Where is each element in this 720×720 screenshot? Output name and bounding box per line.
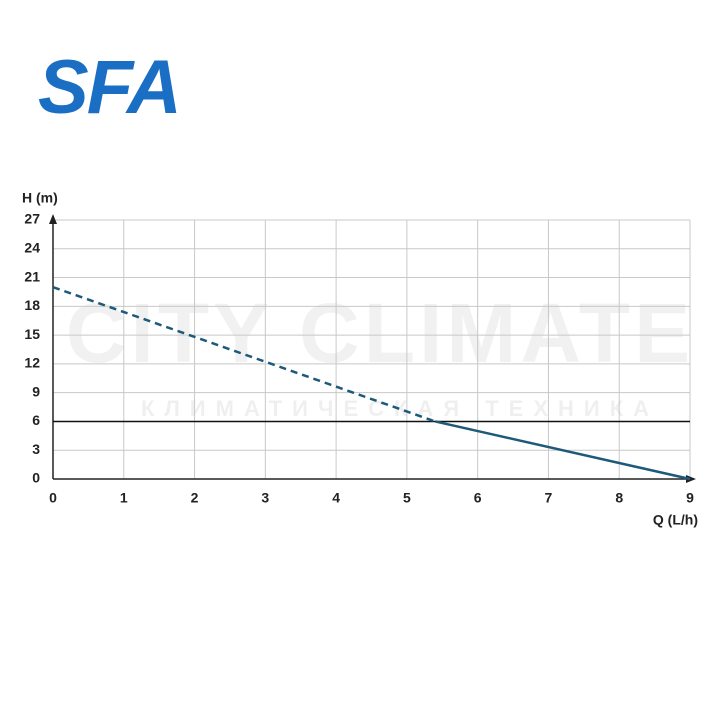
x-axis-arrow [686,475,696,483]
line [434,420,691,481]
watermark: CITY CLIMATE [66,286,694,380]
y-tick-label: 12 [24,355,40,371]
logo: SFA [38,45,180,130]
x-tick-label: 6 [474,490,482,506]
x-axis-label: Q (L/h) [653,512,698,528]
x-tick-label: 9 [686,490,694,506]
y-tick-label: 24 [24,239,40,255]
y-tick-label: 27 [24,211,40,227]
watermark-sub: КЛИМАТИЧЕСКАЯ ТЕХНИКА [141,396,659,421]
x-tick-label: 7 [545,490,553,506]
y-tick-label: 3 [32,441,40,457]
x-tick-label: 0 [49,490,57,506]
x-tick-label: 4 [332,490,340,506]
y-tick-label: 9 [32,383,40,399]
y-tick-label: 21 [24,268,40,284]
x-tick-label: 8 [615,490,623,506]
y-tick-label: 0 [32,470,40,486]
x-tick-label: 2 [191,490,199,506]
line [52,285,436,423]
y-axis-arrow [49,214,57,224]
y-tick-label: 15 [24,326,40,342]
y-axis-label: H (m) [22,190,58,206]
y-tick-label: 18 [24,297,40,313]
y-tick-label: 6 [32,412,40,428]
x-tick-label: 3 [261,490,269,506]
x-tick-label: 5 [403,490,411,506]
x-tick-label: 1 [120,490,128,506]
